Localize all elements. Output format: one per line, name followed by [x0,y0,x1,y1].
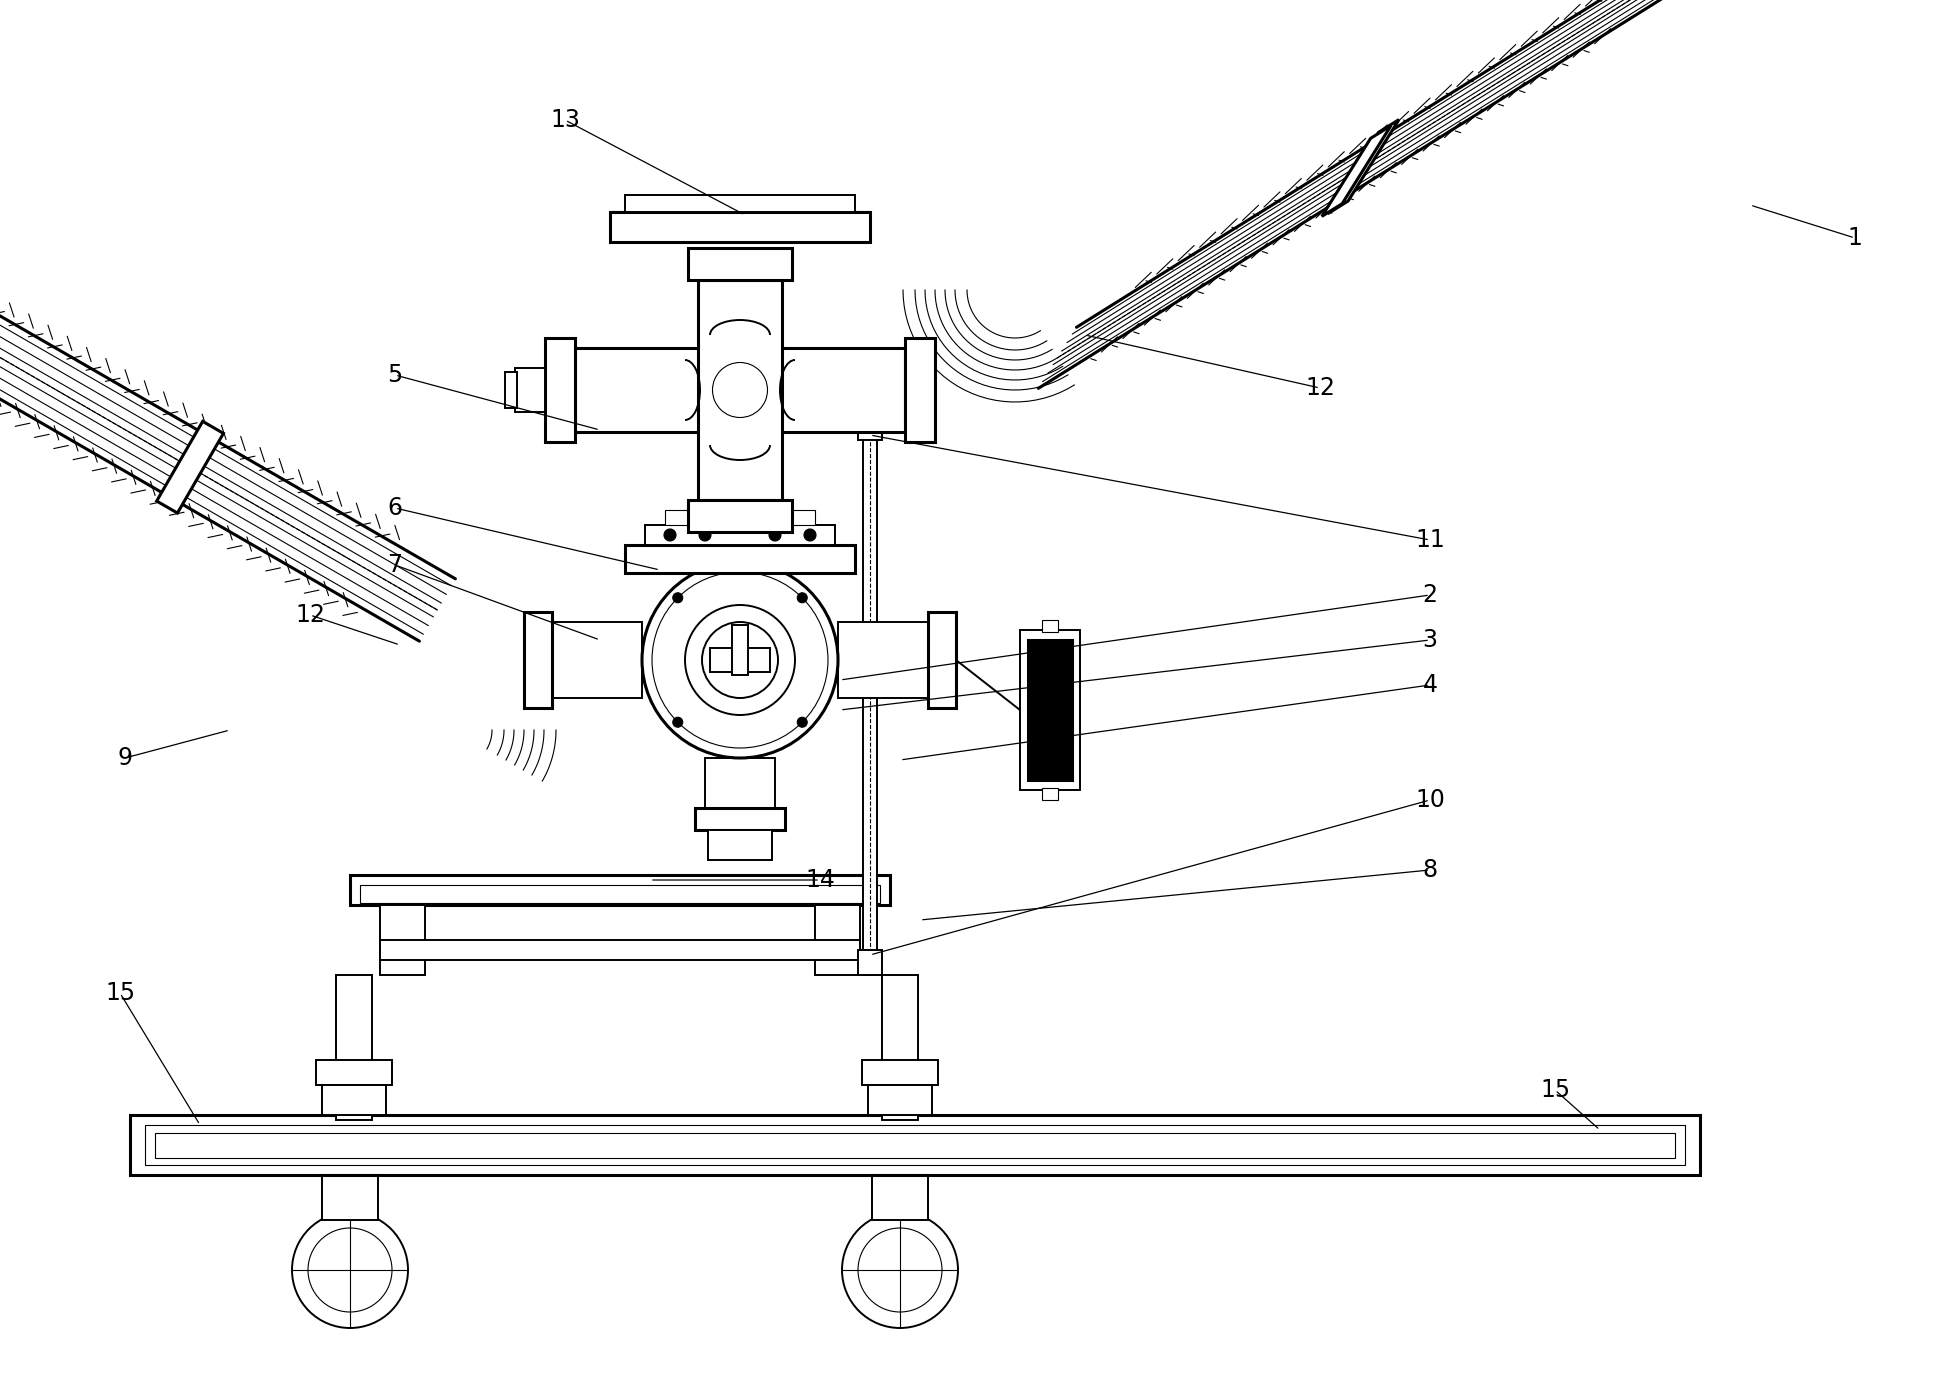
Bar [1027,640,1072,780]
Text: 6: 6 [388,496,402,521]
Bar [361,885,880,903]
Polygon shape [1327,120,1399,214]
Text: 8: 8 [1423,857,1437,883]
Polygon shape [157,422,223,514]
Bar [321,1084,386,1115]
Bar [664,509,815,525]
Polygon shape [1321,125,1392,216]
Bar [688,500,792,532]
Text: 3: 3 [1423,628,1437,651]
Bar [380,905,425,974]
Bar [710,649,770,672]
Bar [574,348,906,432]
Text: 15: 15 [106,981,135,1005]
Circle shape [798,593,808,603]
Bar [702,484,778,546]
Bar [858,420,882,440]
Circle shape [721,447,759,483]
Bar [862,1059,939,1084]
Bar [868,1084,933,1115]
Bar [706,759,774,807]
Text: 1: 1 [1848,226,1862,251]
Bar [839,622,927,697]
Bar [625,546,855,574]
Circle shape [292,1212,408,1328]
Bar [715,445,764,484]
Bar [335,974,372,1121]
Bar [316,1059,392,1084]
Circle shape [798,717,808,727]
Bar [506,372,517,408]
Bar [645,525,835,546]
Bar [906,338,935,443]
Bar [523,612,553,709]
Bar [862,434,876,974]
Bar [1043,788,1058,800]
Bar [515,367,545,412]
Bar [625,195,855,212]
Text: 9: 9 [118,746,133,770]
Circle shape [653,572,827,748]
Bar [155,1133,1676,1158]
Bar [129,1115,1699,1175]
Circle shape [672,593,682,603]
Circle shape [804,529,815,541]
Text: 10: 10 [1415,788,1445,812]
Circle shape [700,529,711,541]
Bar [731,625,749,675]
Bar [145,1125,1686,1165]
Bar [882,974,917,1121]
Text: 2: 2 [1423,583,1437,607]
Text: 7: 7 [388,553,402,578]
Text: 13: 13 [551,109,580,132]
Bar [545,338,574,443]
Circle shape [308,1228,392,1313]
Text: 15: 15 [1541,1077,1570,1102]
Bar [351,876,890,905]
Circle shape [843,1212,958,1328]
Circle shape [684,606,796,715]
Text: 14: 14 [806,869,835,892]
Bar [688,248,792,280]
Bar [698,280,782,500]
Bar [872,1175,927,1219]
Circle shape [664,529,676,541]
Bar [610,212,870,242]
Bar [1043,619,1058,632]
Bar [1019,631,1080,791]
Circle shape [672,717,682,727]
Bar [380,940,860,960]
Circle shape [702,622,778,697]
Text: 4: 4 [1423,672,1437,697]
Text: 11: 11 [1415,528,1445,553]
Circle shape [768,529,780,541]
Bar [321,1175,378,1219]
Text: 12: 12 [1305,376,1335,400]
Bar [696,807,786,830]
Bar [927,612,956,709]
Bar [553,622,643,697]
Text: 5: 5 [388,363,402,387]
Circle shape [643,562,839,759]
Bar [815,905,860,974]
Text: 12: 12 [296,603,325,626]
Bar [708,830,772,860]
Circle shape [858,1228,943,1313]
Bar [858,949,882,974]
